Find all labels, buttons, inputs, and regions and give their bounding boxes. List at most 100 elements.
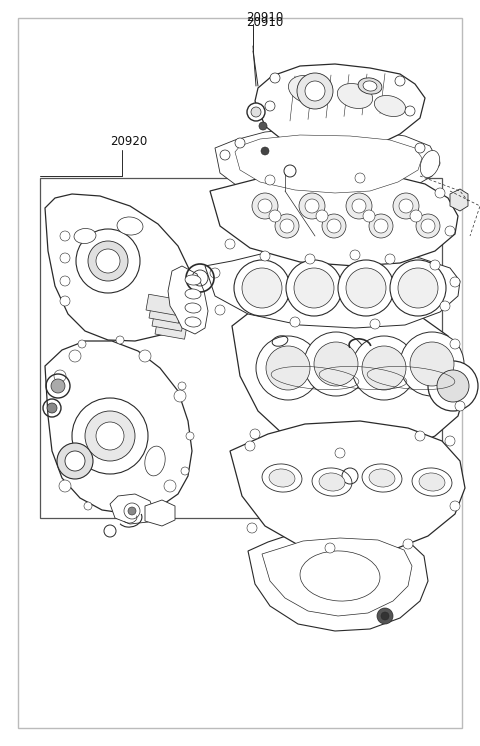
Circle shape bbox=[338, 260, 394, 316]
Circle shape bbox=[164, 480, 176, 492]
Circle shape bbox=[440, 301, 450, 311]
Circle shape bbox=[96, 422, 124, 450]
Circle shape bbox=[400, 332, 464, 396]
Circle shape bbox=[72, 398, 148, 474]
Circle shape bbox=[51, 379, 65, 393]
Circle shape bbox=[235, 138, 245, 148]
Circle shape bbox=[174, 390, 186, 402]
Circle shape bbox=[346, 268, 386, 308]
Circle shape bbox=[245, 441, 255, 451]
Circle shape bbox=[445, 436, 455, 446]
Circle shape bbox=[305, 254, 315, 264]
Circle shape bbox=[415, 431, 425, 441]
Circle shape bbox=[305, 199, 319, 213]
Circle shape bbox=[178, 382, 186, 390]
Ellipse shape bbox=[185, 317, 201, 327]
Ellipse shape bbox=[363, 81, 377, 91]
Ellipse shape bbox=[185, 289, 201, 299]
Polygon shape bbox=[215, 128, 438, 202]
Circle shape bbox=[304, 332, 368, 396]
Circle shape bbox=[139, 350, 151, 362]
Circle shape bbox=[234, 260, 290, 316]
Circle shape bbox=[405, 106, 415, 116]
Ellipse shape bbox=[358, 78, 382, 94]
Circle shape bbox=[363, 210, 375, 222]
Ellipse shape bbox=[288, 75, 332, 104]
Ellipse shape bbox=[362, 464, 402, 492]
Ellipse shape bbox=[319, 473, 345, 491]
Circle shape bbox=[261, 147, 269, 155]
Circle shape bbox=[369, 214, 393, 238]
Circle shape bbox=[393, 193, 419, 219]
Polygon shape bbox=[450, 189, 468, 211]
Circle shape bbox=[352, 199, 366, 213]
Circle shape bbox=[116, 336, 124, 344]
Circle shape bbox=[60, 231, 70, 241]
Circle shape bbox=[84, 502, 92, 510]
Ellipse shape bbox=[300, 551, 380, 601]
Circle shape bbox=[247, 523, 257, 533]
Circle shape bbox=[258, 199, 272, 213]
Circle shape bbox=[403, 539, 413, 549]
Circle shape bbox=[374, 219, 388, 233]
Circle shape bbox=[242, 268, 282, 308]
Circle shape bbox=[362, 346, 406, 390]
Bar bbox=[149, 302, 181, 323]
Polygon shape bbox=[232, 296, 465, 456]
Circle shape bbox=[335, 448, 345, 458]
Ellipse shape bbox=[337, 84, 372, 108]
Circle shape bbox=[450, 339, 460, 349]
Circle shape bbox=[136, 506, 144, 514]
Circle shape bbox=[399, 199, 413, 213]
Circle shape bbox=[251, 107, 261, 117]
Ellipse shape bbox=[312, 468, 352, 496]
Circle shape bbox=[266, 346, 310, 390]
Text: 20910: 20910 bbox=[246, 16, 283, 29]
Polygon shape bbox=[230, 421, 465, 554]
Circle shape bbox=[415, 143, 425, 153]
Circle shape bbox=[299, 193, 325, 219]
Circle shape bbox=[76, 229, 140, 293]
Circle shape bbox=[390, 260, 446, 316]
Circle shape bbox=[430, 158, 440, 168]
Circle shape bbox=[294, 268, 334, 308]
Circle shape bbox=[322, 214, 346, 238]
Ellipse shape bbox=[420, 151, 440, 178]
Ellipse shape bbox=[262, 464, 302, 492]
Circle shape bbox=[327, 219, 341, 233]
Circle shape bbox=[316, 210, 328, 222]
Polygon shape bbox=[45, 341, 192, 514]
Circle shape bbox=[450, 501, 460, 511]
Circle shape bbox=[290, 317, 300, 327]
Bar bbox=[40, 178, 442, 518]
Circle shape bbox=[325, 543, 335, 553]
Circle shape bbox=[210, 268, 220, 278]
Circle shape bbox=[186, 432, 194, 440]
Circle shape bbox=[410, 342, 454, 386]
Circle shape bbox=[60, 296, 70, 306]
Circle shape bbox=[352, 336, 416, 400]
Circle shape bbox=[65, 451, 85, 471]
Circle shape bbox=[297, 73, 333, 109]
Circle shape bbox=[346, 193, 372, 219]
Circle shape bbox=[410, 210, 422, 222]
Circle shape bbox=[250, 429, 260, 439]
Bar bbox=[152, 310, 184, 331]
Polygon shape bbox=[168, 266, 208, 334]
Ellipse shape bbox=[269, 469, 295, 487]
Circle shape bbox=[47, 403, 57, 413]
Circle shape bbox=[215, 305, 225, 315]
Polygon shape bbox=[110, 494, 155, 524]
Circle shape bbox=[255, 306, 265, 316]
Circle shape bbox=[247, 103, 265, 121]
Circle shape bbox=[305, 81, 325, 101]
Circle shape bbox=[275, 214, 299, 238]
Circle shape bbox=[381, 612, 389, 620]
Polygon shape bbox=[262, 538, 412, 616]
Circle shape bbox=[437, 370, 469, 402]
Polygon shape bbox=[205, 250, 460, 328]
Ellipse shape bbox=[374, 95, 406, 116]
Polygon shape bbox=[248, 530, 428, 631]
Circle shape bbox=[69, 350, 81, 362]
Polygon shape bbox=[255, 64, 425, 151]
